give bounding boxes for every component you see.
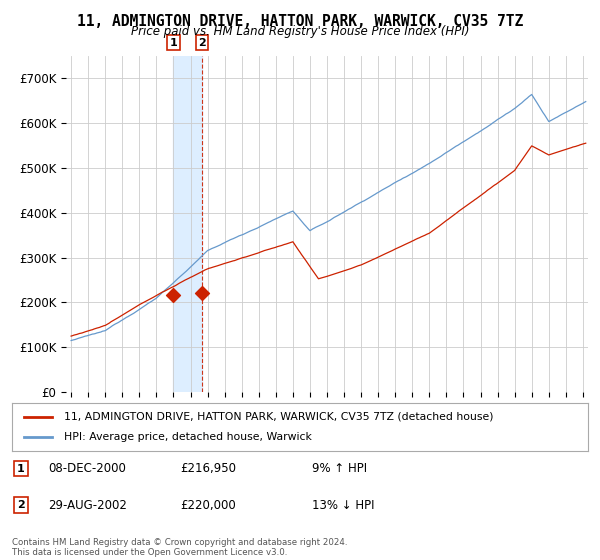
Text: 2: 2 (17, 500, 25, 510)
Text: 08-DEC-2000: 08-DEC-2000 (48, 462, 126, 475)
Bar (173, 56, 202, 392)
Text: 9% ↑ HPI: 9% ↑ HPI (312, 462, 367, 475)
Text: 29-AUG-2002: 29-AUG-2002 (48, 498, 127, 512)
Text: Contains HM Land Registry data © Crown copyright and database right 2024.
This d: Contains HM Land Registry data © Crown c… (12, 538, 347, 557)
Text: HPI: Average price, detached house, Warwick: HPI: Average price, detached house, Warw… (64, 432, 312, 442)
Point (169, 290, 178, 299)
Text: 2: 2 (198, 38, 206, 48)
Text: 11, ADMINGTON DRIVE, HATTON PARK, WARWICK, CV35 7TZ (detached house): 11, ADMINGTON DRIVE, HATTON PARK, WARWIC… (64, 412, 493, 422)
Text: £220,000: £220,000 (180, 498, 236, 512)
Text: 1: 1 (17, 464, 25, 474)
Point (197, 289, 207, 298)
Text: £216,950: £216,950 (180, 462, 236, 475)
Text: 13% ↓ HPI: 13% ↓ HPI (312, 498, 374, 512)
Text: 1: 1 (170, 38, 178, 48)
Text: 11, ADMINGTON DRIVE, HATTON PARK, WARWICK, CV35 7TZ: 11, ADMINGTON DRIVE, HATTON PARK, WARWIC… (77, 14, 523, 29)
Text: Price paid vs. HM Land Registry's House Price Index (HPI): Price paid vs. HM Land Registry's House … (131, 25, 469, 38)
